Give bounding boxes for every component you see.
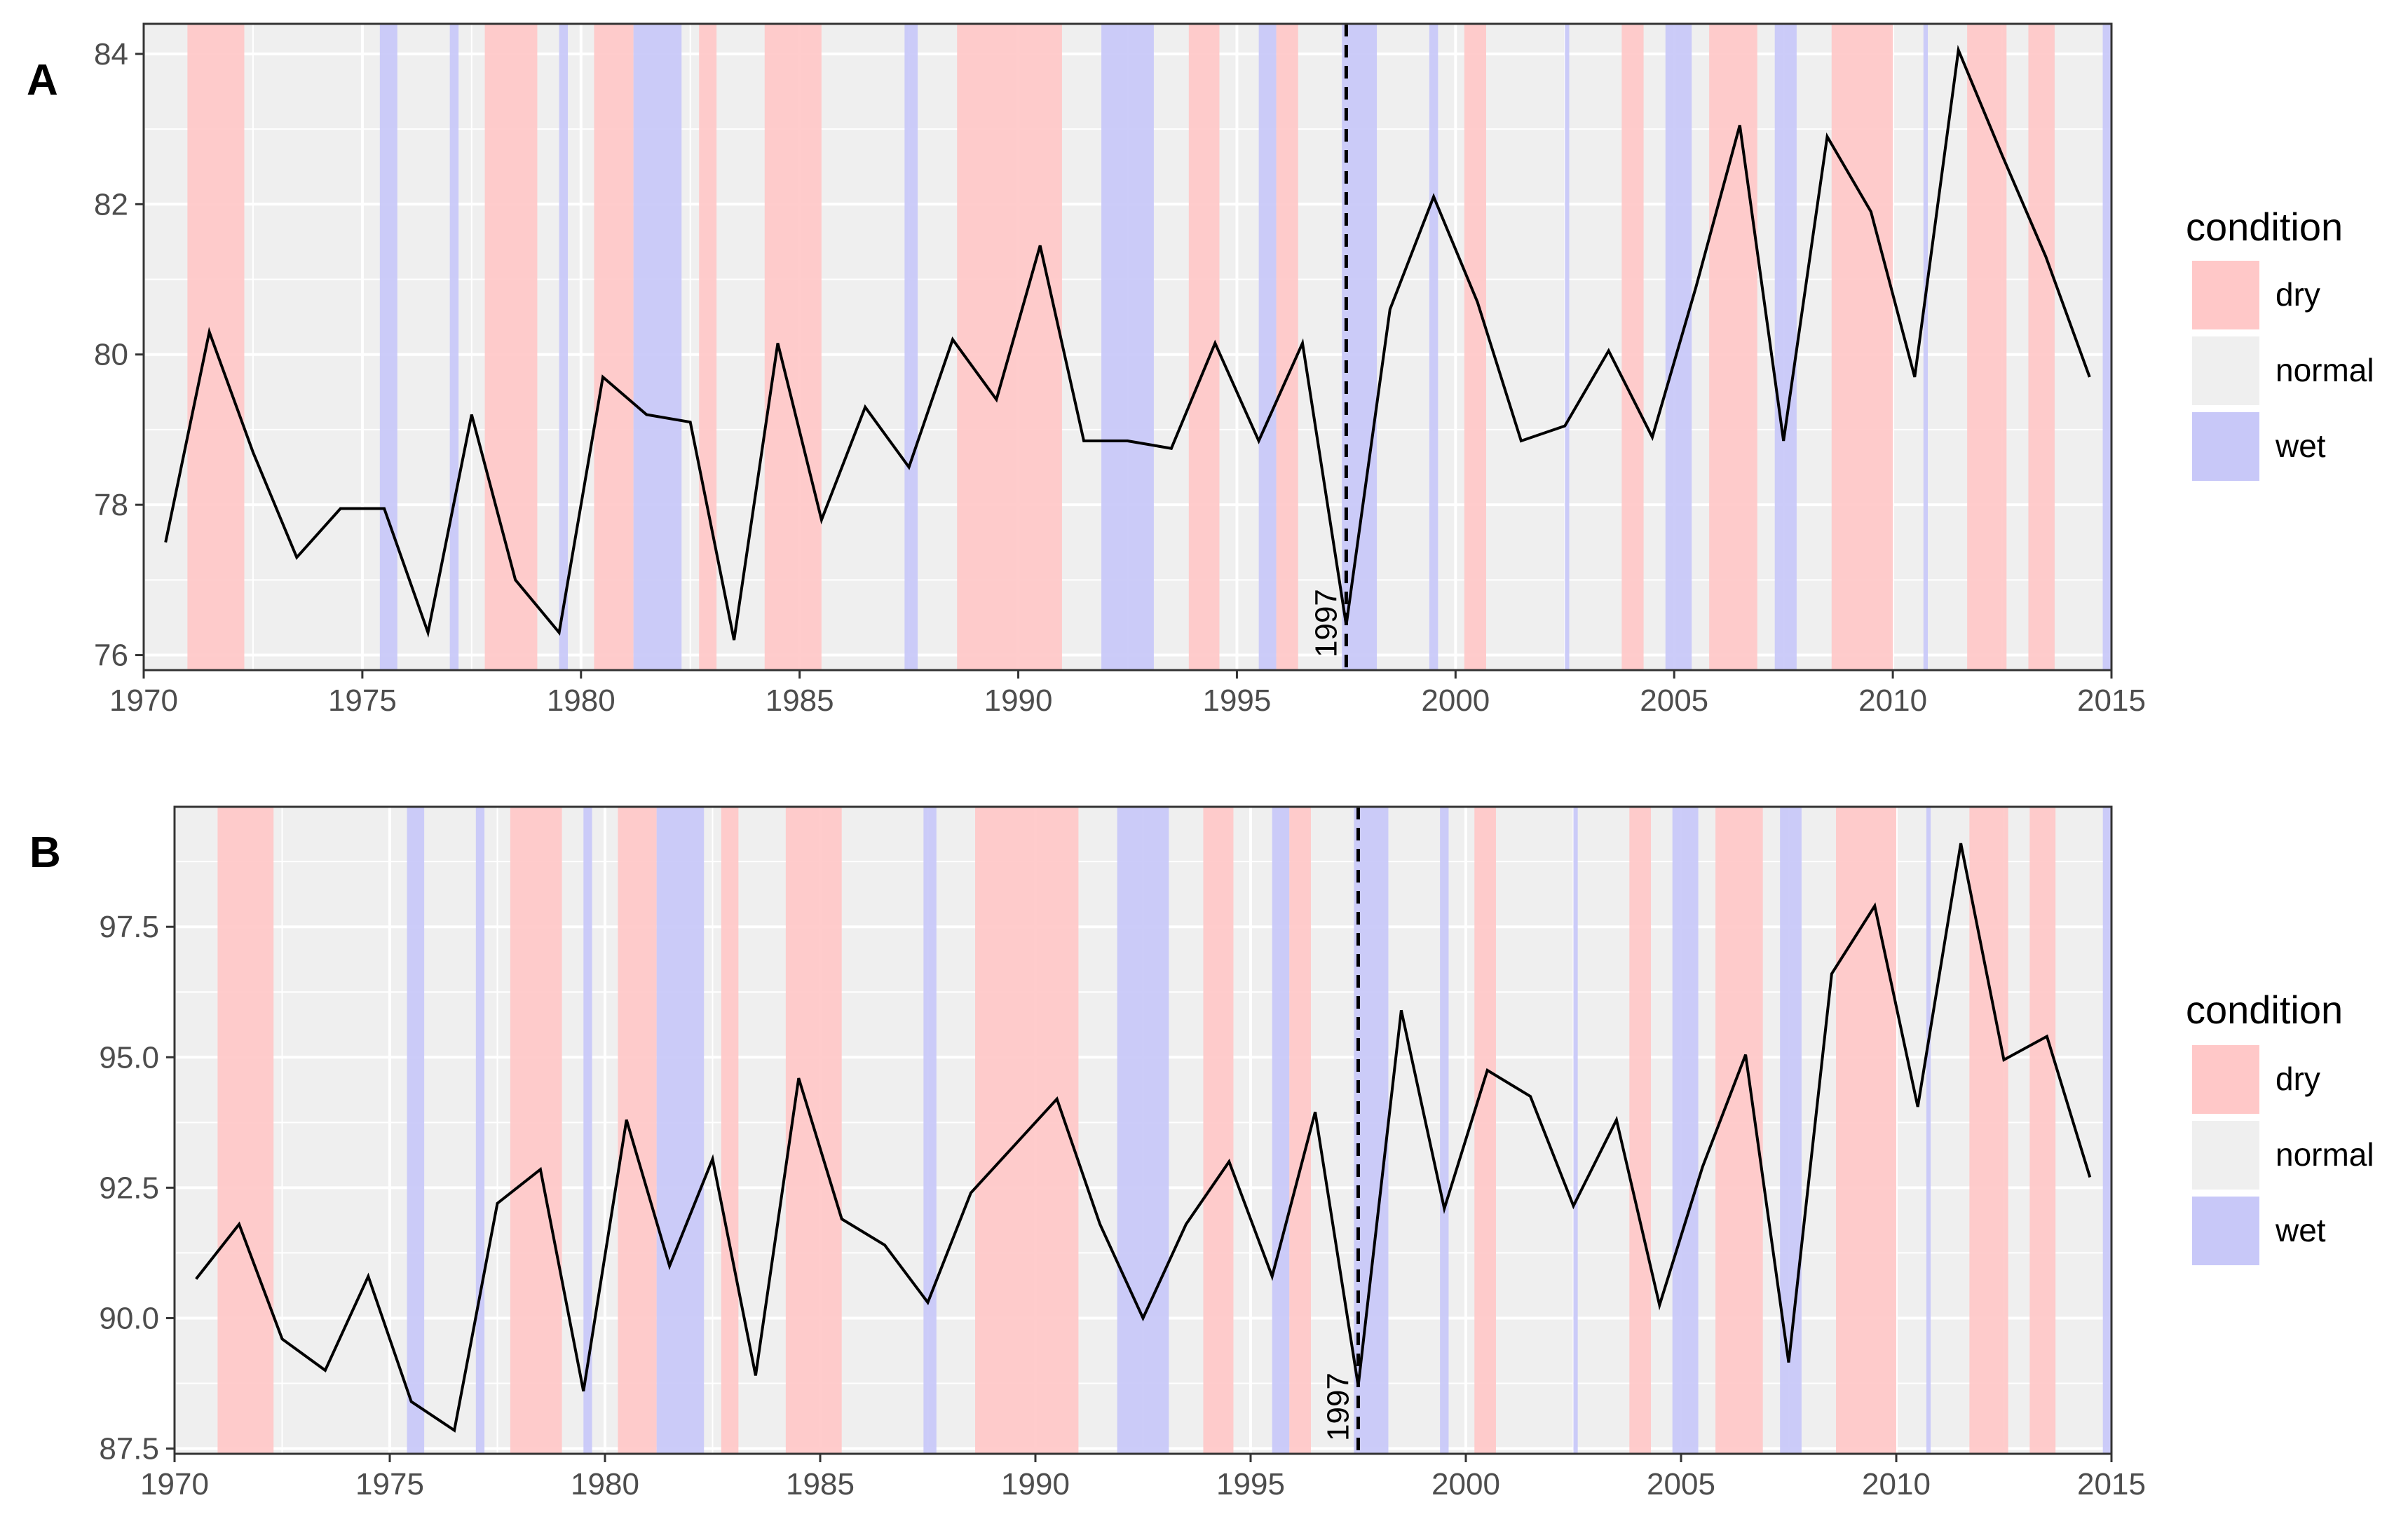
chart-a-band-wet <box>559 24 568 670</box>
chart-a-band-wet <box>1924 24 1928 670</box>
chart-b-band-wet <box>1926 807 1931 1454</box>
chart-b-legend: condition dry normal wet <box>2186 988 2374 1265</box>
chart-a-y-tick-label: 84 <box>94 37 128 71</box>
chart-b-y-tick-label: 92.5 <box>99 1171 159 1205</box>
chart-b-y-tick-label: 97.5 <box>99 910 159 944</box>
panel-a: 1997 76 78 80 82 84 1970 1975 1980 1985 1990 1995 20… <box>0 0 2408 765</box>
chart-a-band-wet <box>1429 24 1438 670</box>
chart-b-x-tick-label: 1980 <box>571 1467 639 1501</box>
chart-a-x-tick-label: 1995 <box>1202 683 1271 718</box>
chart-a-band-wet <box>1101 24 1154 670</box>
chart-a-legend-title: condition <box>2186 205 2343 249</box>
chart-b-y-tick-label: 90.0 <box>99 1301 159 1335</box>
chart-b-band-wet <box>1272 807 1290 1454</box>
chart-b-band-wet <box>1440 807 1448 1454</box>
chart-b-x-tick-label: 2010 <box>1862 1467 1931 1501</box>
chart-a-band-wet <box>1259 24 1277 670</box>
chart-a-band-dry <box>1709 24 1757 670</box>
chart-a-band-wet <box>904 24 918 670</box>
chart-a-band-dry <box>957 24 1062 670</box>
chart-a-band-wet <box>1775 24 1797 670</box>
chart-b-y-tick-label: 87.5 <box>99 1432 159 1466</box>
chart-a-x-tick-label: 2005 <box>1640 683 1708 718</box>
chart-a-band-wet <box>1565 24 1569 670</box>
chart-b-legend-swatch-normal <box>2192 1121 2259 1190</box>
chart-b-band-dry <box>1969 807 2008 1454</box>
chart-a-x-tick-label: 2000 <box>1421 683 1490 718</box>
chart-a-legend-swatch-wet <box>2192 412 2259 481</box>
chart-b-legend-swatch-wet <box>2192 1197 2259 1265</box>
chart-b-x-tick-label: 1975 <box>355 1467 424 1501</box>
chart-a-band-dry <box>699 24 716 670</box>
chart-a-legend-swatch-dry <box>2192 261 2259 329</box>
chart-b-band-dry <box>217 807 273 1454</box>
chart-b-band-wet <box>476 807 484 1454</box>
chart-a-band-wet <box>2103 24 2111 670</box>
chart-b-panel-label: B <box>29 829 61 877</box>
chart-a-legend: condition dry normal wet <box>2186 205 2374 481</box>
chart-b-x-tick-label: 1990 <box>1001 1467 1070 1501</box>
chart-a-x-tick-label: 1990 <box>984 683 1053 718</box>
chart-b-band-dry <box>1629 807 1651 1454</box>
chart-b-y-tick-label: 95.0 <box>99 1040 159 1075</box>
chart-a-band-dry <box>1464 24 1486 670</box>
chart-a-y-tick-label: 78 <box>94 488 128 522</box>
chart-b-x-tick-label: 1995 <box>1216 1467 1285 1501</box>
chart-a-band-dry <box>1621 24 1643 670</box>
chart-a-x-tick-label: 1975 <box>328 683 397 718</box>
chart-b-band-dry <box>1474 807 1496 1454</box>
chart-a-band-dry <box>1277 24 1298 670</box>
chart-b-band-dry <box>721 807 739 1454</box>
panel-b: 1997 87.5 90.0 92.5 95.0 97.5 1970 1975 1980 1985… <box>0 765 2408 1529</box>
chart-a-band-wet <box>380 24 397 670</box>
chart-a-event-label: 1997 <box>1309 589 1343 658</box>
chart-a-legend-label-dry: dry <box>2276 276 2320 313</box>
chart-b-legend-label-dry: dry <box>2276 1061 2320 1097</box>
chart-b-x-tick-label: 2000 <box>1431 1467 1500 1501</box>
chart-b-band-wet <box>657 807 705 1454</box>
chart-b-x-tick-label: 2015 <box>2077 1467 2146 1501</box>
chart-b-band-wet <box>2103 807 2111 1454</box>
chart-b-legend-label-wet: wet <box>2275 1212 2326 1248</box>
chart-a-svg: 1997 76 78 80 82 84 1970 1975 1980 1985 1990 1995 20… <box>0 0 2408 765</box>
chart-b-band-wet <box>1780 807 1802 1454</box>
chart-b-band-dry <box>1836 807 1896 1454</box>
chart-a-band-dry <box>765 24 822 670</box>
chart-a-band-dry <box>1832 24 1893 670</box>
chart-a-x-tick-label: 1980 <box>547 683 615 718</box>
chart-b-svg: 1997 87.5 90.0 92.5 95.0 97.5 1970 1975 1980 1985… <box>0 765 2408 1529</box>
chart-b-band-wet <box>923 807 936 1454</box>
chart-a-band-dry <box>485 24 538 670</box>
chart-a-band-wet <box>450 24 458 670</box>
chart-b-event-label: 1997 <box>1321 1372 1356 1441</box>
chart-b-legend-label-normal: normal <box>2276 1136 2374 1173</box>
chart-b-band-wet <box>407 807 425 1454</box>
chart-a-x-tick-label: 1985 <box>766 683 834 718</box>
chart-b-band-dry <box>1289 807 1311 1454</box>
chart-a-band-wet <box>634 24 682 670</box>
chart-b-legend-swatch-dry <box>2192 1045 2259 1114</box>
chart-b-band-dry <box>2029 807 2055 1454</box>
chart-a-x-tick-label: 2015 <box>2077 683 2146 718</box>
chart-b-band-wet <box>1117 807 1169 1454</box>
chart-a-panel-label: A <box>27 56 58 104</box>
chart-a-y-tick-label: 82 <box>94 187 128 222</box>
chart-b-x-tick-label: 1985 <box>786 1467 855 1501</box>
chart-b-x-tick-label: 1970 <box>140 1467 209 1501</box>
chart-a-legend-swatch-normal <box>2192 336 2259 405</box>
chart-b-x-tick-label: 2005 <box>1647 1467 1715 1501</box>
chart-b-legend-title: condition <box>2186 988 2343 1032</box>
chart-a-x-tick-label: 1970 <box>109 683 178 718</box>
chart-a-y-tick-label: 76 <box>94 639 128 673</box>
chart-a-legend-label-normal: normal <box>2276 352 2374 388</box>
chart-b-band-wet <box>1673 807 1699 1454</box>
chart-a-band-dry <box>2028 24 2054 670</box>
chart-a-band-dry <box>594 24 633 670</box>
chart-a-legend-label-wet: wet <box>2275 428 2326 464</box>
chart-b-band-dry <box>1203 807 1233 1454</box>
chart-a-x-tick-label: 2010 <box>1858 683 1927 718</box>
chart-b-band-dry <box>510 807 562 1454</box>
chart-b-band-wet <box>1574 807 1578 1454</box>
chart-a-y-tick-label: 80 <box>94 338 128 372</box>
